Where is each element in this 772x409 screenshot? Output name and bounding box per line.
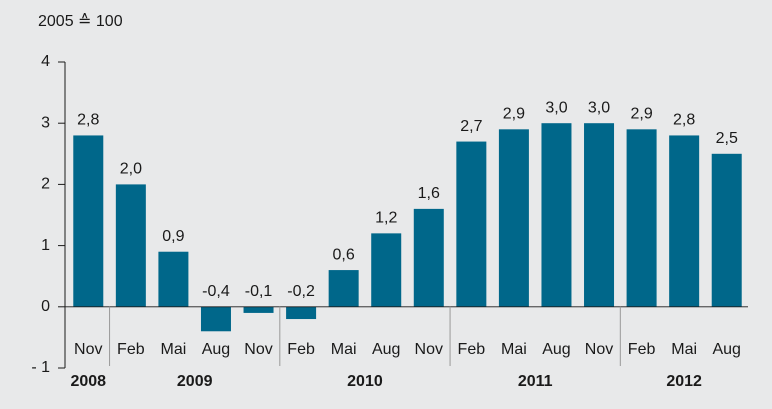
year-label: 2011 — [518, 373, 553, 390]
bar — [243, 306, 274, 313]
bar — [669, 135, 700, 307]
year-label: 2009 — [177, 373, 213, 390]
y-unit-label: 2005 ≙ 100 — [38, 13, 123, 30]
value-label: -0,1 — [245, 283, 273, 300]
value-label: 2,8 — [673, 112, 695, 129]
year-label: 2008 — [70, 373, 106, 390]
y-tick-label: - 1 — [31, 359, 50, 376]
value-label: 1,2 — [375, 210, 397, 227]
bar — [584, 123, 615, 307]
bar — [413, 208, 444, 307]
y-tick-label: 3 — [41, 114, 50, 131]
x-tick-label: Mai — [331, 341, 357, 358]
x-tick-label: Aug — [202, 341, 230, 358]
x-tick-label: Feb — [117, 341, 145, 358]
year-label: 2010 — [347, 373, 383, 390]
x-tick-label: Aug — [372, 341, 400, 358]
y-tick-label: 2 — [41, 176, 50, 193]
bar — [286, 306, 317, 320]
x-tick-label: Aug — [712, 341, 740, 358]
value-label: 2,5 — [716, 130, 738, 147]
x-tick-label: Mai — [501, 341, 527, 358]
y-tick-label: 0 — [41, 298, 50, 315]
value-label: 2,9 — [630, 106, 652, 123]
x-tick-label: Nov — [585, 341, 613, 358]
bar — [371, 233, 402, 307]
bar — [541, 123, 572, 307]
value-label: 0,6 — [333, 246, 355, 263]
bar — [328, 270, 359, 307]
value-label: -0,4 — [202, 283, 230, 300]
x-tick-label: Feb — [628, 341, 656, 358]
value-label: 2,7 — [460, 118, 482, 135]
bar — [115, 184, 146, 307]
bar — [73, 135, 104, 307]
x-tick-label: Nov — [415, 341, 443, 358]
value-label: 0,9 — [162, 228, 184, 245]
value-label: 3,0 — [588, 99, 610, 116]
bar — [498, 129, 529, 307]
value-label: 2,9 — [503, 106, 525, 123]
bar — [711, 153, 742, 307]
bar — [158, 251, 189, 307]
value-label: 1,6 — [418, 185, 440, 202]
y-tick-label: 1 — [41, 237, 50, 254]
y-tick-label: 4 — [41, 53, 50, 70]
value-label: -0,2 — [287, 283, 315, 300]
year-label: 2012 — [666, 373, 702, 390]
value-label: 2,8 — [77, 112, 99, 129]
x-tick-label: Aug — [542, 341, 570, 358]
bar — [200, 306, 231, 332]
x-tick-label: Feb — [287, 341, 315, 358]
value-label: 2,0 — [120, 161, 142, 178]
x-tick-label: Nov — [244, 341, 272, 358]
x-tick-label: Nov — [74, 341, 102, 358]
value-label: 3,0 — [545, 99, 567, 116]
bar — [626, 129, 657, 307]
x-tick-label: Mai — [671, 341, 697, 358]
bar — [456, 141, 487, 307]
x-tick-label: Feb — [458, 341, 486, 358]
x-tick-label: Mai — [161, 341, 187, 358]
